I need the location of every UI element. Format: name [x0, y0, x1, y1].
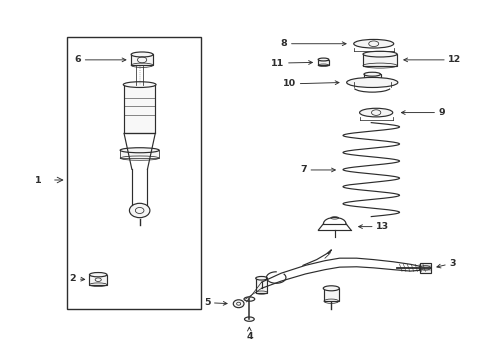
Bar — [419, 263, 430, 273]
Bar — [324, 288, 338, 301]
Text: 3: 3 — [436, 259, 455, 268]
Ellipse shape — [255, 276, 267, 280]
Bar — [131, 54, 153, 65]
Ellipse shape — [120, 148, 159, 153]
Text: 6: 6 — [74, 55, 125, 64]
Text: 12: 12 — [403, 55, 461, 64]
Bar — [66, 37, 200, 309]
Text: 2: 2 — [69, 274, 84, 283]
Ellipse shape — [363, 72, 380, 76]
Ellipse shape — [131, 52, 153, 57]
Text: 10: 10 — [283, 80, 338, 89]
Text: 7: 7 — [300, 166, 335, 175]
Ellipse shape — [123, 82, 156, 87]
Bar — [124, 85, 155, 134]
Bar — [362, 54, 396, 66]
Text: 5: 5 — [203, 298, 226, 307]
Bar — [89, 275, 107, 285]
Ellipse shape — [129, 203, 150, 218]
Text: 4: 4 — [245, 327, 252, 341]
Bar — [120, 150, 159, 158]
Ellipse shape — [323, 286, 339, 291]
Text: 8: 8 — [280, 39, 346, 48]
Ellipse shape — [244, 317, 254, 321]
Ellipse shape — [318, 58, 328, 61]
Ellipse shape — [89, 273, 107, 277]
Bar — [255, 278, 267, 293]
Ellipse shape — [362, 51, 396, 57]
Ellipse shape — [346, 77, 397, 87]
Ellipse shape — [233, 300, 244, 308]
Ellipse shape — [353, 40, 393, 48]
Text: 11: 11 — [271, 59, 312, 68]
Ellipse shape — [359, 108, 392, 117]
Ellipse shape — [244, 297, 254, 301]
Text: 13: 13 — [358, 222, 388, 231]
Text: 9: 9 — [401, 108, 444, 117]
Bar — [363, 74, 380, 81]
Text: 1: 1 — [35, 176, 42, 185]
Bar — [318, 59, 328, 65]
